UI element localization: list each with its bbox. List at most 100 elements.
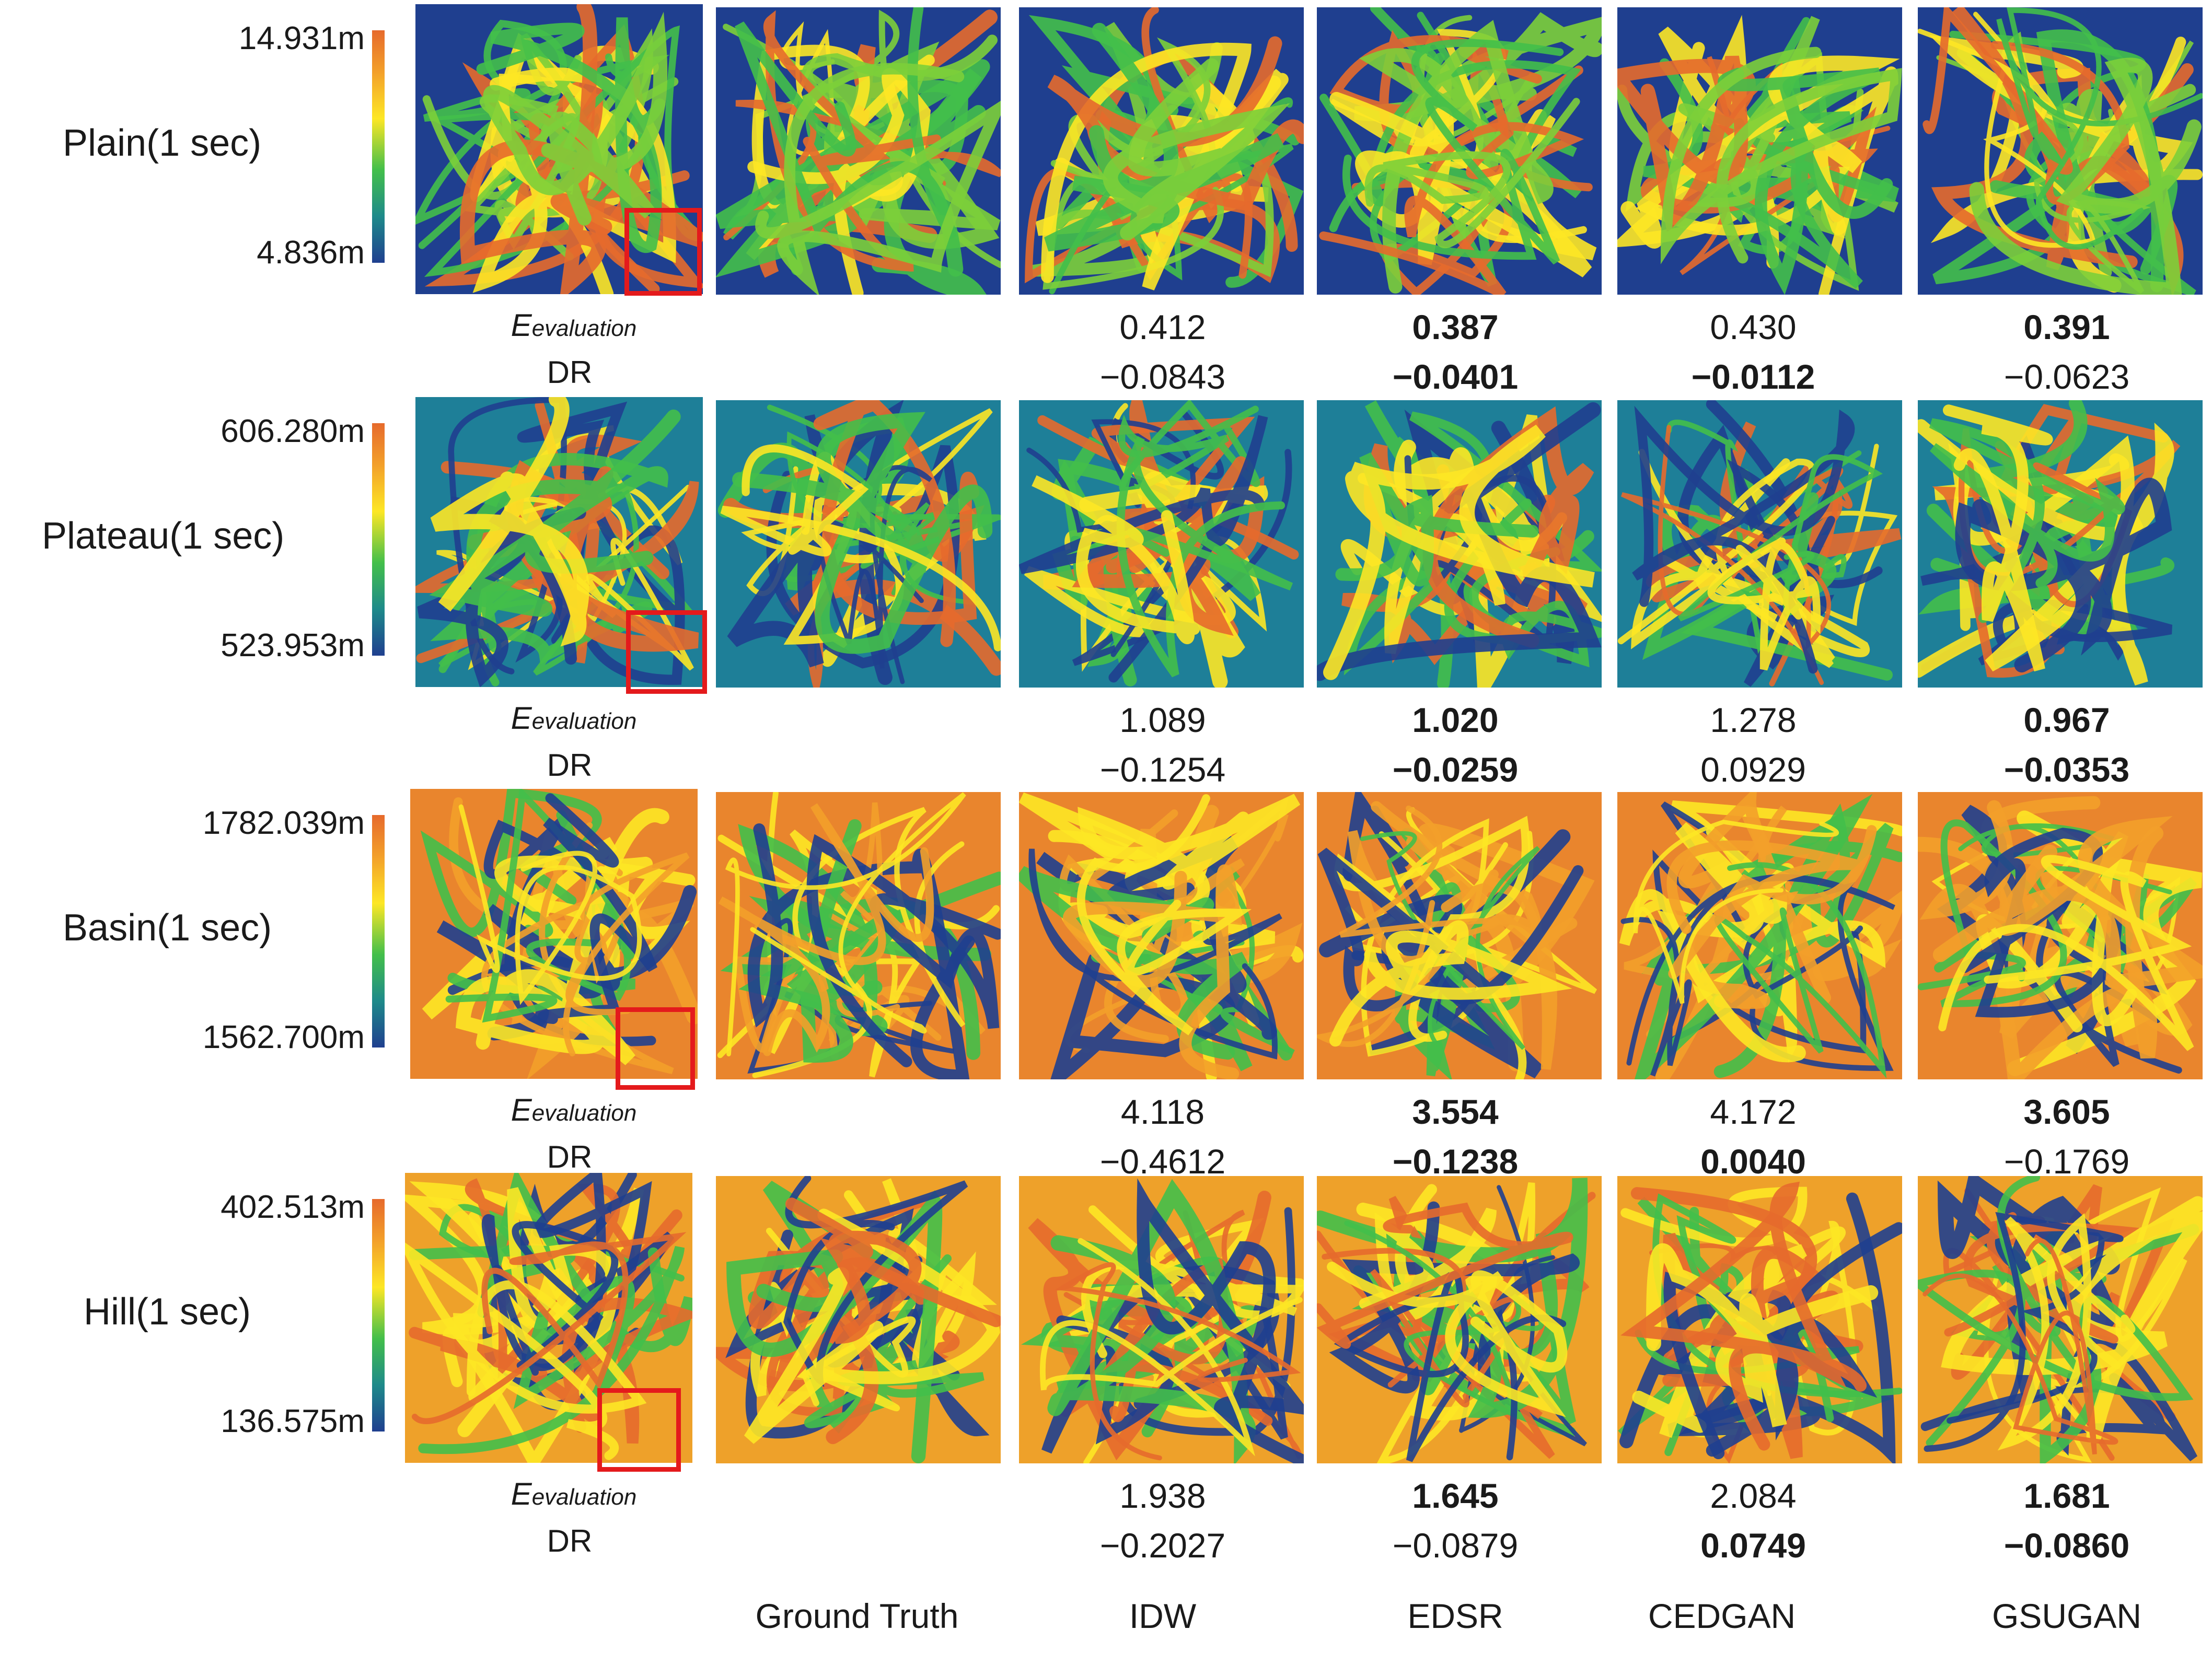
e-value: 1.938 [1119,1476,1206,1515]
colorbar-min-label: 4.836m [257,235,365,271]
dr-label: DR [547,748,593,783]
e-value: 0.391 [2023,308,2110,346]
overview-map [415,4,703,294]
terrain-image [1918,7,2203,295]
result-tile-edsr [1317,792,1602,1079]
result-tile-cedgan [1617,400,1902,688]
e-value: 3.554 [1412,1092,1499,1131]
dr-value: −0.4612 [1099,1142,1226,1181]
e-subscript: evaluation [531,708,637,734]
result-tile-edsr [1317,7,1602,295]
column-header: EDSR [1407,1597,1503,1635]
colorbar-max-label: 606.280m [221,413,365,449]
overview-terrain [410,789,698,1079]
e-evaluation-label: Eevaluation [495,307,652,343]
e-value: 4.118 [1120,1092,1205,1131]
overview-terrain [415,397,703,687]
column-header: Ground Truth [755,1597,959,1635]
dr-value: −0.2027 [1099,1526,1226,1565]
terrain-label: Hill(1 sec) [84,1291,251,1333]
dr-value: −0.1238 [1392,1142,1519,1181]
result-tile-idw [1019,400,1304,688]
e-symbol: E [511,308,532,343]
terrain-label: Basin(1 sec) [63,907,272,949]
result-tile-edsr [1317,1176,1602,1463]
result-tile-cedgan [1617,792,1902,1079]
dr-value: −0.1769 [2003,1142,2130,1181]
terrain-image [1019,792,1304,1079]
terrain-image [716,400,1001,688]
dr-value: −0.0259 [1392,750,1519,789]
colorbar [372,815,385,1048]
result-tile-gsugan [1918,400,2203,688]
dr-label: DR [547,1139,593,1174]
dr-value: −0.0401 [1392,357,1519,396]
dr-value: −0.0843 [1099,357,1226,396]
dr-value: 0.0040 [1700,1142,1806,1181]
column-header: IDW [1129,1597,1197,1635]
e-evaluation-label: Eevaluation [495,1092,652,1128]
overview-terrain [415,4,703,294]
terrain-image [716,7,1001,295]
dr-value: −0.0623 [2003,357,2130,396]
zoom-region-box [624,208,702,296]
zoom-region-box [616,1007,695,1090]
dr-value: 0.0749 [1700,1526,1806,1565]
terrain-image [1918,792,2203,1079]
terrain-image [1918,400,2203,688]
colorbar-min-label: 136.575m [221,1403,365,1439]
result-tile-cedgan [1617,7,1902,295]
result-tile-edsr [1317,400,1602,688]
e-value: 0.412 [1119,308,1206,346]
e-evaluation-label: Eevaluation [495,700,652,736]
terrain-image [1317,792,1602,1079]
dr-value: 0.0929 [1700,750,1806,789]
dr-value: −0.0112 [1691,357,1815,396]
column-header: CEDGAN [1648,1597,1796,1635]
colorbar-max-label: 402.513m [221,1189,365,1225]
overview-map [410,789,698,1079]
result-tile-gsugan [1918,1176,2203,1463]
colorbar-min-label: 523.953m [221,627,365,664]
e-symbol: E [511,701,532,736]
terrain-image [716,792,1001,1079]
e-value: 0.967 [2023,701,2110,739]
e-value: 1.089 [1119,701,1206,739]
terrain-image [1617,792,1902,1079]
e-value: 0.430 [1710,308,1797,346]
terrain-image [1317,400,1602,688]
e-symbol: E [511,1476,532,1511]
dr-label: DR [547,355,593,390]
terrain-image [1617,7,1902,295]
result-tile-idw [1019,1176,1304,1463]
e-value: 3.605 [2023,1092,2110,1131]
result-tile-ground-truth [716,7,1001,295]
colorbar [372,30,385,263]
terrain-image [1019,1176,1304,1463]
dr-label: DR [547,1523,593,1558]
overview-map [405,1173,692,1463]
colorbar-min-label: 1562.700m [202,1019,365,1055]
result-tile-gsugan [1918,792,2203,1079]
dr-value: −0.1254 [1099,750,1226,789]
e-subscript: evaluation [531,1100,637,1126]
e-value: 2.084 [1710,1476,1797,1515]
dr-value: −0.0353 [2003,750,2130,789]
e-evaluation-label: Eevaluation [495,1476,652,1512]
e-value: 4.172 [1710,1092,1797,1131]
terrain-image [716,1176,1001,1463]
e-value: 1.020 [1412,701,1499,739]
colorbar-max-label: 14.931m [238,20,365,56]
terrain-label: Plateau(1 sec) [42,515,285,557]
zoom-region-box [626,610,707,694]
result-tile-ground-truth [716,792,1001,1079]
dr-value: −0.0879 [1392,1526,1519,1565]
e-value: 1.278 [1710,701,1797,739]
colorbar [372,1199,385,1431]
result-tile-gsugan [1918,7,2203,295]
overview-terrain [405,1173,692,1463]
colorbar-max-label: 1782.039m [202,805,365,841]
result-tile-cedgan [1617,1176,1902,1463]
e-value: 1.645 [1412,1476,1499,1515]
terrain-label: Plain(1 sec) [63,122,262,164]
